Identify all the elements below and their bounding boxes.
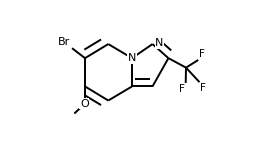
Text: F: F <box>199 49 205 59</box>
Text: N: N <box>155 38 164 48</box>
Text: F: F <box>200 83 206 93</box>
Text: Br: Br <box>58 37 70 47</box>
Text: F: F <box>179 84 185 94</box>
Text: N: N <box>128 53 136 63</box>
Text: O: O <box>80 99 89 109</box>
